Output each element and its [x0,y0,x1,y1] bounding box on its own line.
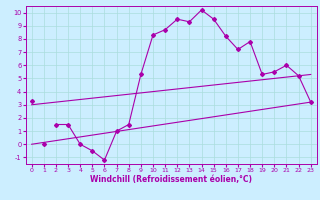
X-axis label: Windchill (Refroidissement éolien,°C): Windchill (Refroidissement éolien,°C) [90,175,252,184]
